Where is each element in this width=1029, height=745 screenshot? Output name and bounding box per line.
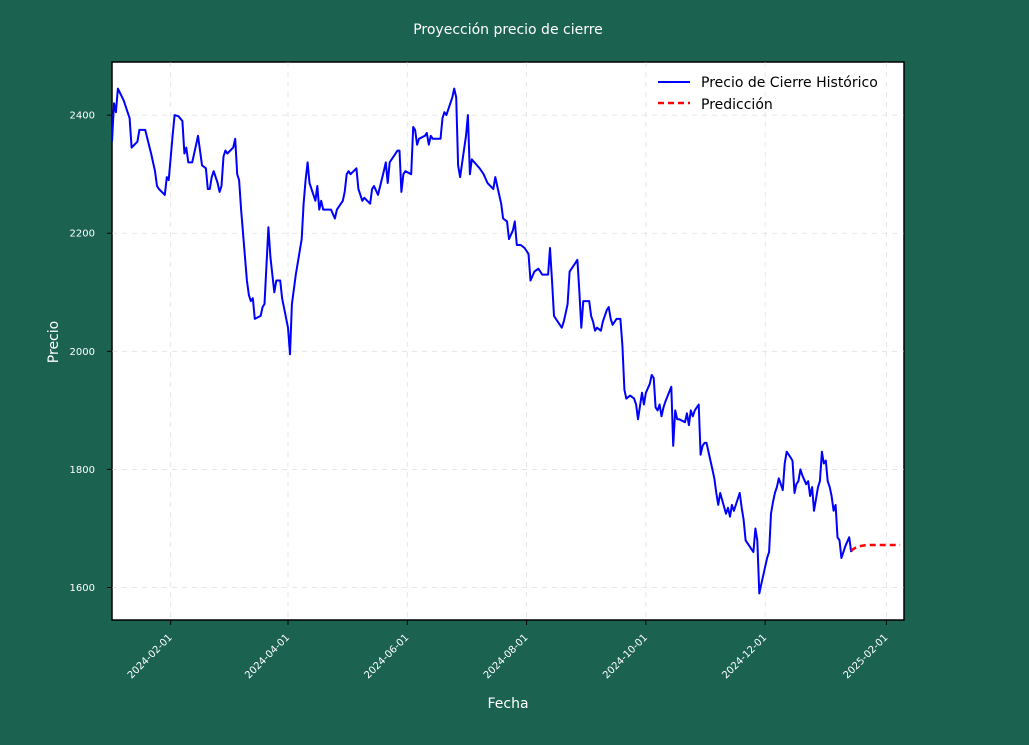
y-tick-label: 2400 [70,111,95,122]
x-tick-label: 2024-10-01 [601,632,650,681]
series-line-prediccion [850,543,901,552]
y-tick-label: 2200 [70,229,95,240]
series-lines [111,87,901,595]
x-tick-label: 2024-04-01 [243,632,292,681]
plot-area [111,61,905,621]
legend: Precio de Cierre Histórico Predicción [658,75,878,113]
x-tick-label: 2024-06-01 [363,632,412,681]
chart-title: Proyección precio de cierre [413,22,603,38]
x-axis-label: Fecha [487,696,528,712]
y-axis-label: Precio [46,321,62,363]
series-line-historico [111,87,853,595]
legend-label-historico: Precio de Cierre Histórico [701,75,878,91]
y-tick-label: 1600 [70,583,95,594]
legend-label-prediccion: Predicción [701,97,773,113]
x-tick-label: 2024-12-01 [720,632,769,681]
x-tick-label: 2025-02-01 [842,632,891,681]
x-tick-label: 2024-02-01 [126,632,175,681]
x-tick-label: 2024-08-01 [482,632,531,681]
y-tick-label: 1800 [70,465,95,476]
y-tick-label: 2000 [70,347,95,358]
